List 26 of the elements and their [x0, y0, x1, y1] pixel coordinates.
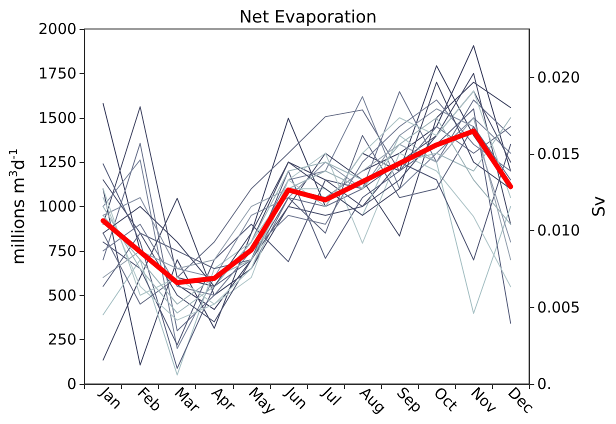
x-tick-label: Apr	[208, 384, 240, 416]
x-tick-label: Mar	[170, 384, 204, 417]
y-tick-label: 1500	[38, 108, 77, 127]
y-tick-label: 750	[48, 242, 77, 260]
y2-tick-label: 0.010	[537, 222, 580, 240]
y-tick-label: 1750	[38, 64, 77, 82]
y-tick-label: 500	[48, 286, 77, 304]
x-tick-label: Jul	[318, 382, 345, 410]
y-tick-label: 250	[48, 330, 77, 349]
y2-axis-title: Sv	[590, 196, 610, 217]
y-axis-title: millions m3d-1	[7, 148, 29, 265]
y-tick-label: 1250	[38, 153, 77, 172]
y-tick-label: 2000	[38, 20, 77, 38]
y2-tick-label: 0.020	[537, 68, 580, 86]
y-tick-label: 0	[67, 375, 77, 393]
y2-tick-label: 0.	[537, 375, 552, 393]
y2-tick-label: 0.015	[537, 144, 580, 163]
x-tick-label: Oct	[430, 384, 462, 415]
chart-title: Net Evaporation	[239, 8, 377, 28]
y-tick-label: 1000	[38, 198, 77, 216]
x-tick-label: Sep	[393, 384, 426, 416]
y2-tick-label: 0.005	[537, 298, 580, 316]
x-tick-label: Jan	[96, 382, 126, 413]
x-tick-label: Nov	[467, 384, 501, 418]
x-tick-label: Jun	[281, 382, 312, 413]
x-tick-label: Feb	[134, 384, 166, 416]
